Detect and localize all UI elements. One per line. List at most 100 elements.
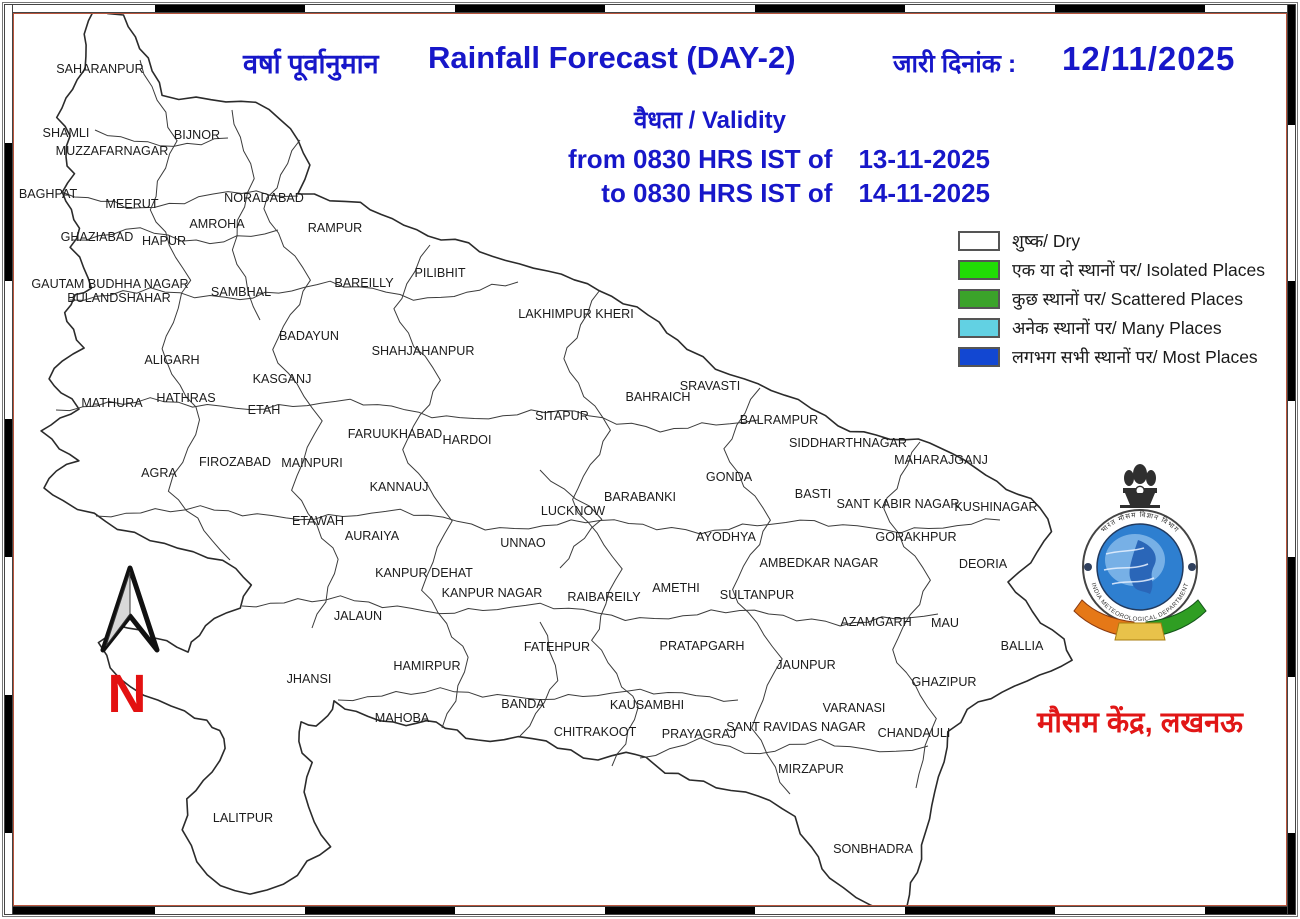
district-label: AZAMGARH — [840, 615, 911, 629]
district-label: ETAH — [248, 403, 281, 417]
imd-logo: भारत मौसम विज्ञान विभाग INDIA METEOROLOG… — [1073, 464, 1207, 641]
district-label: AYODHYA — [696, 530, 756, 544]
validity-from-date: 13-11-2025 — [858, 144, 990, 174]
district-label: PILIBHIT — [414, 266, 465, 280]
district-label: MAHARAJGANJ — [894, 453, 988, 467]
district-label: JALAUN — [334, 609, 382, 623]
district-label: BANDA — [501, 697, 545, 711]
district-boundary-line — [55, 397, 759, 433]
district-label: MEERUT — [105, 197, 158, 211]
legend-swatch — [958, 288, 1000, 309]
legend-swatch — [958, 346, 1000, 367]
title-hindi: वर्षा पूर्वानुमान — [243, 49, 379, 79]
district-label: BARABANKI — [604, 490, 676, 504]
district-label: JAUNPUR — [776, 658, 835, 672]
district-boundary-line — [139, 59, 231, 561]
district-boundary-line — [241, 595, 939, 627]
district-label: HARDOI — [443, 433, 492, 447]
validity-heading: वैधता / Validity — [633, 107, 787, 134]
legend-swatch — [958, 259, 1000, 280]
district-label: RAIBAREILY — [567, 590, 641, 604]
district-label: KANPUR NAGAR — [442, 586, 543, 600]
district-label: SIDDHARTHNAGAR — [789, 436, 907, 450]
district-label: ETAWAH — [292, 514, 344, 528]
district-label: DEORIA — [959, 557, 1008, 571]
district-label: SHAMLI — [43, 126, 90, 140]
legend-label: एक या दो स्थानों पर/ Isolated Places — [1012, 259, 1265, 280]
district-labels: SAHARANPUR SHAMLI MUZZAFARNAGAR BIJNOR BAGHP… — [19, 62, 1044, 856]
district-label: JHANSI — [287, 672, 332, 686]
validity-block: वैधता / Validity from 0830 HRS IST of 13… — [430, 103, 990, 212]
district-boundary-line — [61, 190, 299, 209]
district-label: MAHOBA — [375, 711, 430, 725]
legend-label: अनेक स्थानों पर/ Many Places — [1012, 317, 1222, 338]
validity-to-line: to 0830 HRS IST of 14-11-2025 — [430, 178, 990, 209]
district-label: SHAHJAHANPUR — [372, 344, 475, 358]
legend: शुष्क/ Dry एक या दो स्थानों पर/ Isolated … — [958, 230, 1265, 375]
district-label: AGRA — [141, 466, 177, 480]
district-label: MAINPURI — [281, 456, 343, 470]
legend-label: लगभग सभी स्थानों पर/ Most Places — [1012, 346, 1258, 367]
north-label: N — [108, 664, 147, 724]
legend-item: एक या दो स्थानों पर/ Isolated Places — [958, 259, 1265, 280]
district-label: SAHARANPUR — [56, 62, 143, 76]
district-label: SAMBHAL — [211, 285, 271, 299]
validity-to-label: to 0830 HRS IST of — [601, 178, 833, 208]
validity-to-date: 14-11-2025 — [858, 178, 990, 208]
district-label: KANNAUJ — [370, 480, 429, 494]
district-boundary-line — [519, 621, 559, 737]
district-boundaries — [55, 59, 1001, 795]
district-label: BAREILLY — [334, 276, 394, 290]
district-boundary-line — [231, 109, 261, 321]
district-label: MATHURA — [81, 396, 143, 410]
legend-label: शुष्क/ Dry — [1012, 230, 1081, 251]
legend-label: कुछ स्थानों पर/ Scattered Places — [1012, 288, 1243, 309]
district-label: KUSHINAGAR — [954, 500, 1037, 514]
district-label: SANT RAVIDAS NAGAR — [726, 720, 866, 734]
district-label: AMETHI — [652, 581, 700, 595]
district-label: BADAYUN — [279, 329, 339, 343]
state-outline — [40, 7, 1073, 913]
district-label: NORADABAD — [224, 191, 304, 205]
district-label: VARANASI — [823, 701, 886, 715]
validity-from-label: from 0830 HRS IST of — [568, 144, 833, 174]
district-label: SONBHADRA — [833, 842, 913, 856]
district-boundary-line — [71, 227, 279, 245]
office-name: मौसम केंद्र, लखनऊ — [1037, 707, 1243, 739]
district-boundary-line — [539, 469, 603, 569]
legend-item: अनेक स्थानों पर/ Many Places — [958, 317, 1265, 338]
district-label: FATEHPUR — [524, 640, 590, 654]
north-arrow-icon: N — [100, 565, 160, 724]
district-label: GORAKHPUR — [875, 530, 956, 544]
legend-item: कुछ स्थानों पर/ Scattered Places — [958, 288, 1265, 309]
legend-item: लगभग सभी स्थानों पर/ Most Places — [958, 346, 1265, 367]
legend-swatch — [958, 230, 1000, 251]
issue-date-label: जारी दिनांक : — [893, 50, 1017, 78]
district-label: MIRZAPUR — [778, 762, 844, 776]
district-label: BAGHPAT — [19, 187, 78, 201]
district-label: BULANDSHAHAR — [67, 291, 171, 305]
district-label: MUZZAFARNAGAR — [56, 144, 169, 158]
district-label: BIJNOR — [174, 128, 220, 142]
district-label: HAPUR — [142, 234, 186, 248]
district-boundary-line — [263, 139, 339, 629]
district-boundary-line — [337, 687, 739, 702]
district-label: AMBEDKAR NAGAR — [760, 556, 879, 570]
district-boundary-line — [69, 280, 519, 301]
district-label: CHITRAKOOT — [554, 725, 637, 739]
district-label: FARUUKHABAD — [348, 427, 442, 441]
district-label: FIROZABAD — [199, 455, 271, 469]
district-boundary-line — [95, 505, 1001, 535]
district-label: GHAZIPUR — [911, 675, 976, 689]
validity-from-line: from 0830 HRS IST of 13-11-2025 — [430, 144, 990, 175]
district-label: ALIGARH — [144, 353, 199, 367]
district-label: SULTANPUR — [720, 588, 794, 602]
district-label: PRATAPGARH — [660, 639, 745, 653]
district-label: HAMIRPUR — [393, 659, 460, 673]
district-boundary-line — [639, 737, 929, 759]
district-label: AURAIYA — [345, 529, 400, 543]
district-label: KANPUR DEHAT — [375, 566, 473, 580]
district-label: AMROHA — [189, 217, 245, 231]
district-label: MAU — [931, 616, 959, 630]
district-label: HATHRAS — [156, 391, 215, 405]
